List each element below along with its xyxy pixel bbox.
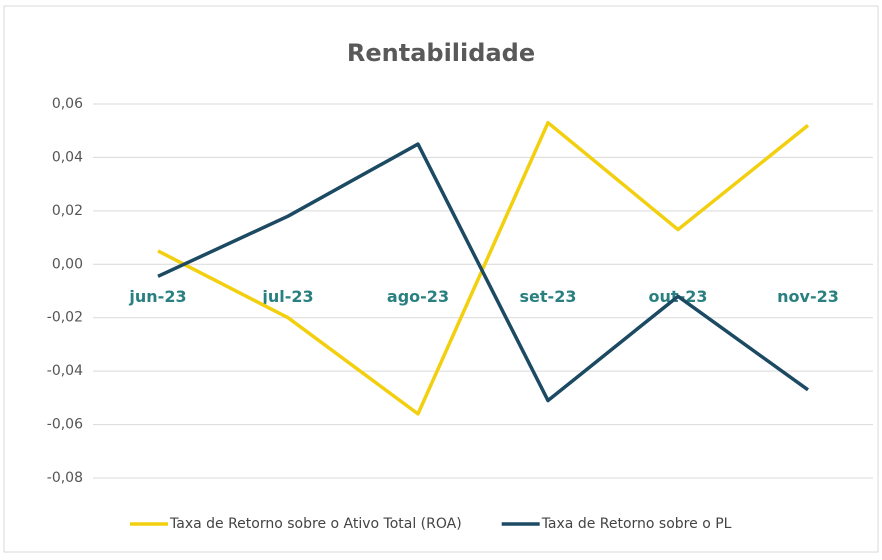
y-tick-label: 0,02 <box>52 203 83 219</box>
y-tick-label: -0,08 <box>47 470 83 486</box>
chart-title: Rentabilidade <box>347 39 535 67</box>
legend-label: Taxa de Retorno sobre o PL <box>541 516 732 532</box>
x-tick-label: nov-23 <box>777 287 839 306</box>
x-tick-label: set-23 <box>520 287 577 306</box>
line-series <box>157 120 810 416</box>
x-tick-label: ago-23 <box>387 287 449 306</box>
y-tick-label: 0,00 <box>52 256 83 272</box>
y-tick-label: -0,06 <box>47 417 83 433</box>
y-tick-label: -0,04 <box>47 363 83 379</box>
line-series <box>157 142 810 403</box>
y-tick-label: 0,04 <box>52 149 83 165</box>
y-tick-label: -0,02 <box>47 310 83 326</box>
x-tick-label: jun-23 <box>128 287 186 306</box>
chart-border <box>3 5 879 553</box>
y-tick-label: 0,06 <box>52 96 83 112</box>
legend-label: Taxa de Retorno sobre o Ativo Total (ROA… <box>169 516 462 532</box>
x-tick-label: jul-23 <box>261 287 313 306</box>
